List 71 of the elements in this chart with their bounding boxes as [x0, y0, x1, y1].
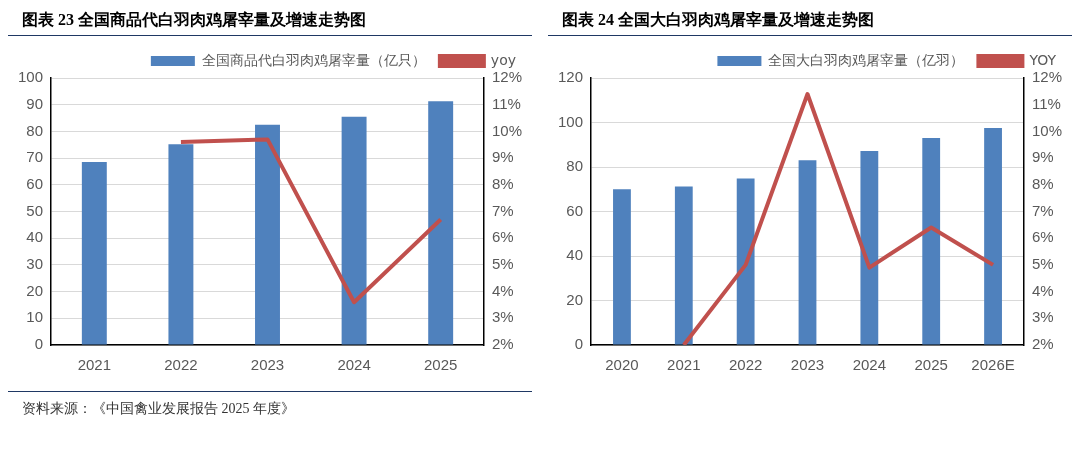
x-tick-label: 2021 [77, 356, 112, 374]
y-tick-label: 100 [558, 112, 584, 130]
bar [922, 138, 941, 345]
bar [984, 128, 1002, 345]
y-tick-label: 60 [26, 174, 44, 192]
x-tick-label: 2022 [728, 356, 763, 374]
y-tick-label: 30 [26, 255, 44, 273]
y-tick-label: 50 [26, 201, 44, 219]
y-tick-label: 40 [26, 228, 44, 246]
y-tick-label: 100 [18, 68, 44, 86]
x-tick-label: 2022 [164, 356, 198, 374]
y2-tick-label: 2% [1031, 335, 1054, 353]
y2-tick-label: 9% [1031, 148, 1054, 166]
chart-title: 图表 24 全国大白羽肉鸡屠宰量及增速走势图 [548, 0, 1072, 36]
y2-tick-label: 6% [1031, 228, 1054, 246]
y2-tick-label: 10% [1031, 121, 1063, 139]
bar [168, 144, 194, 345]
y2-tick-label: 11% [1031, 94, 1061, 112]
y2-tick-label: 3% [491, 308, 514, 326]
bar [255, 124, 280, 345]
y-tick-label: 60 [566, 201, 584, 219]
bar [736, 178, 755, 345]
x-tick-label: 2020 [605, 356, 639, 374]
chart-title: 图表 23 全国商品代白羽肉鸡屠宰量及增速走势图 [8, 0, 532, 36]
y2-tick-label: 6% [491, 228, 514, 246]
y2-tick-label: 5% [1031, 255, 1054, 273]
y2-tick-label: 4% [1031, 281, 1054, 299]
bar [613, 189, 631, 345]
legend-label: yoy [490, 51, 516, 68]
y-tick-label: 90 [26, 94, 44, 112]
bar [798, 160, 817, 345]
y2-tick-label: 4% [491, 281, 514, 299]
bar [674, 186, 693, 345]
y-tick-label: 80 [26, 121, 44, 139]
legend-label: 全国大白羽肉鸡屠宰量（亿羽） [768, 51, 965, 68]
x-tick-label: 2025 [914, 356, 948, 374]
y-tick-label: 20 [26, 281, 44, 299]
y-tick-label: 40 [566, 246, 584, 264]
legend-label: YOY [1028, 51, 1057, 68]
x-tick-label: 2023 [790, 356, 825, 374]
bar [860, 150, 879, 345]
y-tick-label: 80 [566, 157, 584, 175]
y2-tick-label: 8% [1031, 174, 1054, 192]
x-tick-label: 2026E [971, 356, 1015, 374]
x-tick-label: 2023 [250, 356, 285, 374]
x-tick-label: 2025 [424, 356, 458, 374]
y2-tick-label: 10% [491, 121, 523, 139]
y-tick-label: 120 [558, 68, 584, 86]
bar [81, 162, 107, 345]
y2-tick-label: 7% [1031, 201, 1054, 219]
y2-tick-label: 7% [491, 201, 514, 219]
y-tick-label: 70 [26, 148, 44, 166]
bar [341, 116, 367, 345]
bar [428, 101, 454, 345]
y2-tick-label: 2% [491, 335, 514, 353]
y2-tick-label: 3% [1031, 308, 1054, 326]
y-tick-label: 0 [574, 335, 584, 353]
y2-tick-label: 9% [491, 148, 514, 166]
x-tick-label: 2021 [667, 356, 701, 374]
y2-tick-label: 8% [491, 174, 514, 192]
y2-tick-label: 5% [491, 255, 514, 273]
y-tick-label: 10 [26, 308, 44, 326]
y-tick-label: 0 [34, 335, 44, 353]
y2-tick-label: 12% [491, 68, 523, 86]
x-tick-label: 2024 [337, 356, 371, 374]
x-tick-label: 2024 [852, 356, 887, 374]
legend-label: 全国商品代白羽肉鸡屠宰量（亿只） [201, 51, 426, 68]
text: 资料来源：《中国禽业发展报告 2025 年度》 [8, 391, 532, 418]
y2-tick-label: 11% [491, 94, 521, 112]
y-tick-label: 20 [566, 290, 584, 308]
y2-tick-label: 12% [1031, 68, 1063, 86]
